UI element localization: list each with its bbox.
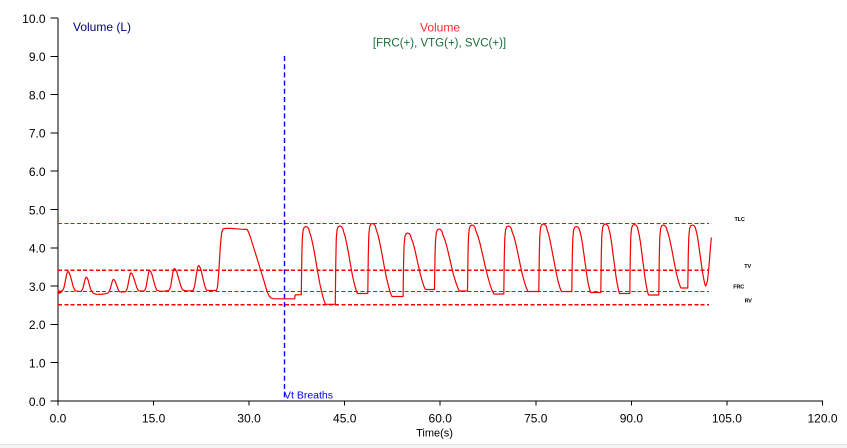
svg-text:75.0: 75.0 [524,412,548,426]
svg-text:5.0: 5.0 [29,203,46,217]
svg-text:105.0: 105.0 [712,412,742,426]
svg-text:8.0: 8.0 [29,88,46,102]
svg-text:120.0: 120.0 [807,412,837,426]
svg-text:Volume: Volume [420,21,460,35]
svg-text:15.0: 15.0 [142,412,166,426]
svg-text:1.0: 1.0 [29,357,46,371]
svg-text:[FRC(+), VTG(+), SVC(+)]: [FRC(+), VTG(+), SVC(+)] [373,38,506,50]
svg-text:4.0: 4.0 [29,242,46,256]
svg-text:30.0: 30.0 [237,412,261,426]
svg-text:Time(s): Time(s) [416,428,453,440]
svg-text:9.0: 9.0 [29,50,46,64]
svg-text:0.0: 0.0 [50,412,67,426]
svg-text:7.0: 7.0 [29,127,46,141]
svg-text:TLC: TLC [735,217,745,223]
svg-text:90.0: 90.0 [620,412,644,426]
svg-text:6.0: 6.0 [29,165,46,179]
svg-text:RV: RV [745,299,753,305]
svg-text:60.0: 60.0 [429,412,453,426]
svg-text:10.0: 10.0 [22,12,46,26]
svg-text:TV: TV [744,264,751,270]
svg-text:2.0: 2.0 [29,318,46,332]
svg-text:0.0: 0.0 [29,395,46,409]
svg-text:Vt Breaths: Vt Breaths [284,390,333,402]
svg-text:3.0: 3.0 [29,280,46,294]
svg-text:45.0: 45.0 [333,412,357,426]
svg-text:Volume (L): Volume (L) [73,20,131,34]
svg-text:FRC: FRC [733,285,744,291]
